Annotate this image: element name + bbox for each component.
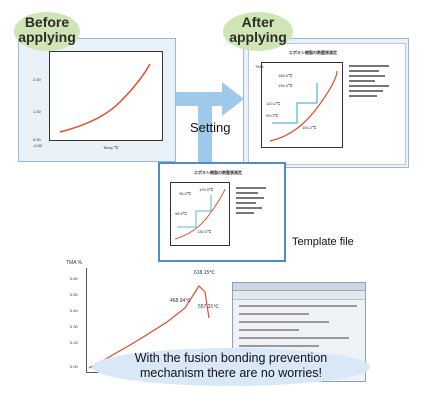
after-panel: エポキシ樹脂の熱膛張測定 188.5℃ 196.0℃ 120.2℃ 99.0℃ …: [243, 38, 409, 168]
template-sheet-title: エポキシ樹脂の熱膛張測定: [194, 170, 242, 175]
tma-ytick-6: 0.00: [70, 364, 78, 369]
template-plot-area: 98.5℃ 109.5℃ 98.5℃ 130.0℃: [170, 182, 230, 246]
before-plot-area: [49, 51, 163, 141]
template-annot-2: 109.5℃: [199, 187, 214, 192]
after-sheet-title: エポキシ樹脂の熱膛張測定: [289, 50, 337, 55]
before-bubble: Before applying: [14, 12, 80, 51]
before-ytick-3: 0.00: [33, 137, 41, 142]
after-plot-area: 188.5℃ 196.0℃ 120.2℃ 99.0℃ 150.2℃: [261, 62, 343, 148]
before-ytick-4: -0.50: [33, 143, 43, 148]
template-curve: [174, 188, 226, 240]
tma-ytick-3: 0.40: [70, 308, 78, 313]
after-annot-4: 99.0℃: [266, 113, 279, 118]
after-annot-2: 196.0℃: [278, 83, 293, 88]
template-info-block: [236, 184, 276, 217]
before-xlabel: Temp ℃: [103, 145, 119, 150]
fusion-label: With the fusion bonding prevention mecha…: [134, 351, 328, 380]
before-curve: [59, 63, 151, 133]
after-bubble: After applying: [223, 12, 293, 51]
template-panel: エポキシ樹脂の熱膛張測定 98.5℃ 109.5℃ 98.5℃ 130.0℃: [158, 162, 286, 262]
template-annot-3: 98.5℃: [175, 211, 188, 216]
before-ytick-2: 1.00: [33, 109, 41, 114]
tma-ytick-2: 0.50: [70, 292, 78, 297]
flow-arrows: [176, 82, 244, 170]
after-annot-1: 188.5℃: [278, 73, 293, 78]
tma-ytick-4: 0.30: [70, 324, 78, 329]
after-chart-label: TMA: [255, 64, 264, 69]
after-info-block: [349, 62, 399, 100]
after-annot-5: 150.2℃: [302, 125, 317, 130]
template-annot-4: 130.0℃: [197, 229, 212, 234]
after-annot-3: 120.2℃: [266, 101, 281, 106]
tma-ylabel: TMA %: [66, 260, 83, 266]
tma-peak1: 618.15℃: [194, 270, 215, 276]
template-annot-1: 98.5℃: [179, 191, 192, 196]
tma-ytick-1: 0.60: [70, 276, 78, 281]
tma-ytick-5: 0.20: [70, 340, 78, 345]
after-curve: [269, 70, 338, 142]
after-label: After applying: [229, 14, 287, 45]
before-panel: 2.00 1.00 0.00 -0.50 Temp ℃: [18, 38, 176, 162]
tma-peak2: 557.31℃: [198, 304, 219, 310]
template-file-label: Template file: [292, 236, 354, 248]
before-ytick-1: 2.00: [33, 77, 41, 82]
before-label: Before applying: [18, 14, 76, 45]
after-sheet: エポキシ樹脂の熱膛張測定 188.5℃ 196.0℃ 120.2℃ 99.0℃ …: [248, 43, 406, 165]
setting-label: Setting: [190, 120, 231, 135]
fusion-bubble: [92, 348, 370, 386]
tma-inflect: 468.94℃: [170, 298, 191, 304]
